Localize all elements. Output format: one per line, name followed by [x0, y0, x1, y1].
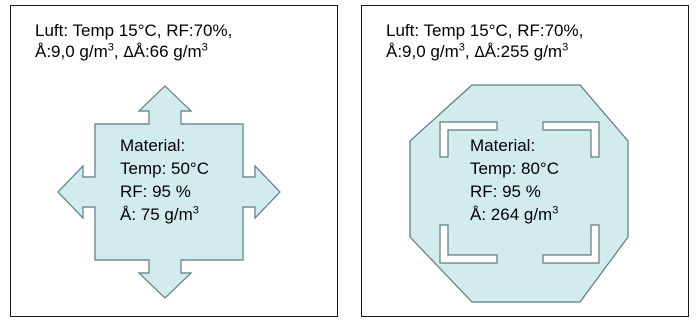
separator-text: , [113, 42, 124, 61]
delta-symbol: Δ [123, 43, 134, 61]
air-temp-rf-line: Luft: Temp 15°C, RF:70%, [386, 21, 584, 40]
bracket-bottom-right [542, 224, 600, 264]
material-title: Material: [470, 136, 536, 155]
material-rf: RF: 95 % [470, 182, 541, 201]
material-properties: Material: Temp: 80°C RF: 95 % Å: 264 g/m… [470, 134, 559, 226]
cube-superscript: 3 [201, 41, 208, 54]
corner-bracket-cutouts [439, 121, 600, 264]
bracket-bottom-left [439, 224, 498, 264]
square-with-arrows-polygon [57, 85, 281, 299]
delta-symbol: Δ [474, 43, 485, 61]
bracket-top-right [542, 121, 600, 158]
material-temp: Temp: 80°C [470, 159, 560, 178]
material-humidity-value: Å: 264 g/m [470, 205, 553, 224]
material-humidity: Å: 75 g/m3 [120, 203, 209, 226]
cube-superscript: 3 [458, 41, 465, 54]
absolute-humidity-value: Å:9,0 g/m [35, 42, 108, 61]
air-humidity-line: Å:9,0 g/m3, ΔÅ:255 g/m3 [386, 41, 583, 63]
absolute-humidity-value: Å:9,0 g/m [386, 42, 459, 61]
air-conditions-header: Luft: Temp 15°C, RF:70%, Å:9,0 g/m3, ΔÅ:… [386, 20, 583, 63]
diagram-panel-right: Luft: Temp 15°C, RF:70%, Å:9,0 g/m3, ΔÅ:… [361, 5, 689, 317]
material-rf: RF: 95 % [120, 182, 191, 201]
diagram-panel-left: Luft: Temp 15°C, RF:70%, Å:9,0 g/m3, ΔÅ:… [10, 5, 338, 317]
bracket-top-left [439, 121, 498, 158]
air-conditions-header: Luft: Temp 15°C, RF:70%, Å:9,0 g/m3, ΔÅ:… [35, 20, 232, 63]
octagon-polygon [409, 84, 629, 303]
separator-text: , [464, 42, 475, 61]
cube-superscript: 3 [552, 204, 559, 217]
cube-superscript: 3 [107, 41, 114, 54]
material-humidity-value: Å: 75 g/m [120, 205, 193, 224]
cube-superscript: 3 [192, 204, 199, 217]
air-temp-rf-line: Luft: Temp 15°C, RF:70%, [35, 21, 233, 40]
material-temp: Temp: 50°C [120, 159, 210, 178]
air-humidity-line: Å:9,0 g/m3, ΔÅ:66 g/m3 [35, 41, 232, 63]
material-title: Material: [120, 136, 186, 155]
cube-superscript: 3 [562, 41, 569, 54]
material-properties: Material: Temp: 50°C RF: 95 % Å: 75 g/m3 [120, 134, 209, 226]
octagon-brackets-shape [409, 84, 629, 303]
delta-humidity-value: Å:255 g/m [484, 42, 563, 61]
delta-humidity-value: Å:66 g/m [133, 42, 202, 61]
material-humidity: Å: 264 g/m3 [470, 203, 559, 226]
square-four-arrows-shape [57, 85, 281, 299]
